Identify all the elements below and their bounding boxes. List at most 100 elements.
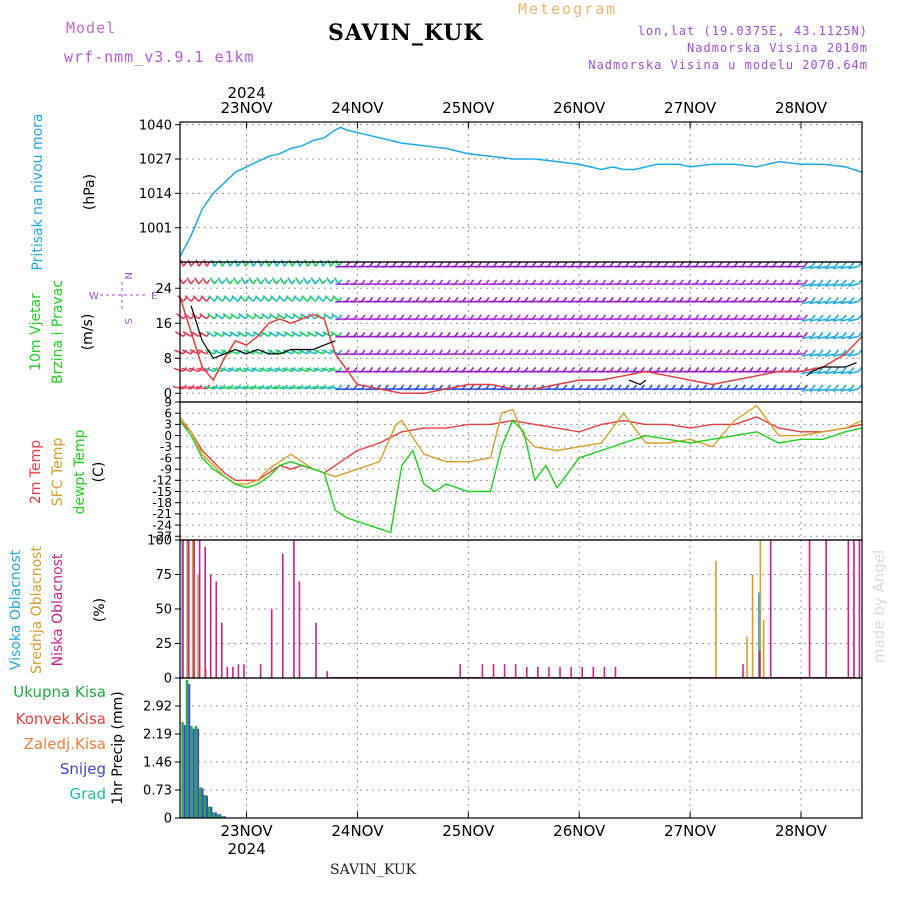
wind-barb-flag	[400, 331, 405, 337]
wind-barb-flag	[539, 349, 545, 355]
wind-barb-flag	[671, 366, 677, 372]
wind-barb-flag	[710, 314, 715, 320]
wind-barb-flag	[500, 279, 506, 285]
temp-tick-label: 6	[164, 407, 172, 421]
wind-barb-flag	[508, 279, 513, 285]
wind-barb-flag	[671, 296, 677, 302]
wind-barb-flag	[415, 261, 420, 267]
precip-tick-label: 1.46	[143, 756, 172, 771]
wind-barb-flag	[407, 366, 413, 372]
wind-barb-flag	[632, 366, 638, 372]
wind-barb-flag	[392, 331, 397, 337]
wind-barb-flag	[431, 279, 436, 285]
wind-barb-flag	[718, 296, 723, 302]
wind-barb-flag	[718, 384, 723, 390]
wind-barb-flag	[337, 331, 343, 337]
wind-barb-flag	[749, 314, 754, 320]
wind-barb-flag	[741, 314, 746, 320]
wind-barb	[832, 300, 844, 305]
wind-barb-flag	[353, 261, 358, 267]
wind-barb	[306, 349, 316, 355]
wind-barb	[824, 335, 836, 340]
wind-barb-flag	[493, 296, 498, 302]
wind-barb-flag	[516, 279, 521, 285]
wind-gust-line	[628, 379, 647, 386]
wind-barb-flag	[368, 349, 374, 355]
wind-barb-flag	[578, 296, 583, 302]
wind-barb-flag	[663, 331, 669, 337]
wind-barb-flag	[788, 296, 793, 302]
bottom-day-label: 25NOV	[442, 822, 495, 840]
wind-barb	[276, 313, 285, 320]
wind-barb-flag	[609, 384, 614, 390]
wind-barb-flag	[764, 331, 770, 337]
wind-barb-flag	[663, 296, 669, 302]
temp-sfc-line	[179, 404, 863, 485]
wind-barb	[179, 259, 185, 267]
wind-barb-flag	[260, 261, 265, 267]
wind-barb	[298, 349, 308, 355]
credit-watermark: made by Angel	[870, 550, 888, 663]
wind-speed-line	[179, 296, 863, 395]
wind-barb-flag	[345, 384, 350, 390]
wind-barb	[326, 277, 332, 285]
wind-barb-flag	[423, 314, 428, 320]
bottom-year-label: 2024	[227, 840, 265, 858]
wind-barb-flag	[415, 314, 420, 320]
wind-barb-flag	[803, 314, 808, 320]
wind-barb	[191, 313, 200, 320]
wind-barb-flag	[407, 296, 413, 302]
wind-barb-flag	[687, 349, 692, 355]
wind-barb-flag	[353, 279, 358, 285]
wind-barb-flag	[446, 331, 451, 337]
wind-barb-flag	[438, 279, 444, 285]
wind-barb-flag	[392, 261, 397, 267]
wind-barb-flag	[772, 366, 777, 372]
wind-barb	[848, 265, 859, 270]
wind-barb-flag	[764, 279, 770, 285]
wind-barb-flag	[764, 366, 770, 372]
wind-barb-flag	[213, 279, 219, 285]
wind-barb-flag	[687, 331, 692, 337]
wind-barb-flag	[555, 366, 560, 372]
wind-barb	[210, 259, 216, 267]
wind-barb	[217, 277, 223, 285]
wind-barb-flag	[617, 296, 622, 302]
wind-barb-flag	[858, 296, 863, 302]
wind-barb-flag	[547, 366, 552, 372]
wind-barb	[227, 385, 238, 390]
wind-barb-flag	[656, 384, 661, 390]
wind-barb-flag	[640, 314, 645, 320]
wind-barb-flag	[368, 331, 374, 337]
wind-barb-flag	[539, 261, 545, 267]
wind-barb-flag	[182, 261, 187, 267]
wind-barb-flag	[632, 296, 638, 302]
top-day-label: 28NOV	[775, 99, 828, 117]
wind-barb	[195, 259, 200, 267]
temp-tick-label: -6	[160, 451, 172, 465]
wind-barb-flag	[648, 296, 653, 302]
wind-barb-flag	[400, 349, 405, 355]
wind-barb	[235, 367, 246, 373]
wind-barb-flag	[764, 384, 770, 390]
wind-barb-flag	[532, 296, 537, 302]
wind-barb-flag	[516, 331, 521, 337]
wind-barb-flag	[671, 314, 677, 320]
wind-barb-flag	[772, 314, 777, 320]
wind-barb-flag	[198, 261, 203, 267]
wind-barb	[301, 295, 309, 302]
wind-barb-flag	[508, 366, 513, 372]
wind-barb-flag	[524, 331, 529, 337]
wind-barb-flag	[213, 261, 219, 267]
wind-barb-flag	[345, 314, 350, 320]
wind-barb-flag	[244, 261, 250, 267]
wind-barb-flag	[384, 279, 389, 285]
wind-barb-flag	[625, 314, 630, 320]
wind-barb-flag	[283, 261, 288, 267]
wind-barb	[274, 367, 285, 373]
wind-barb-flag	[663, 261, 669, 267]
wind-barb	[293, 295, 301, 302]
wind-barb-flag	[788, 279, 793, 285]
precip-tick-label: 2.19	[143, 728, 172, 743]
